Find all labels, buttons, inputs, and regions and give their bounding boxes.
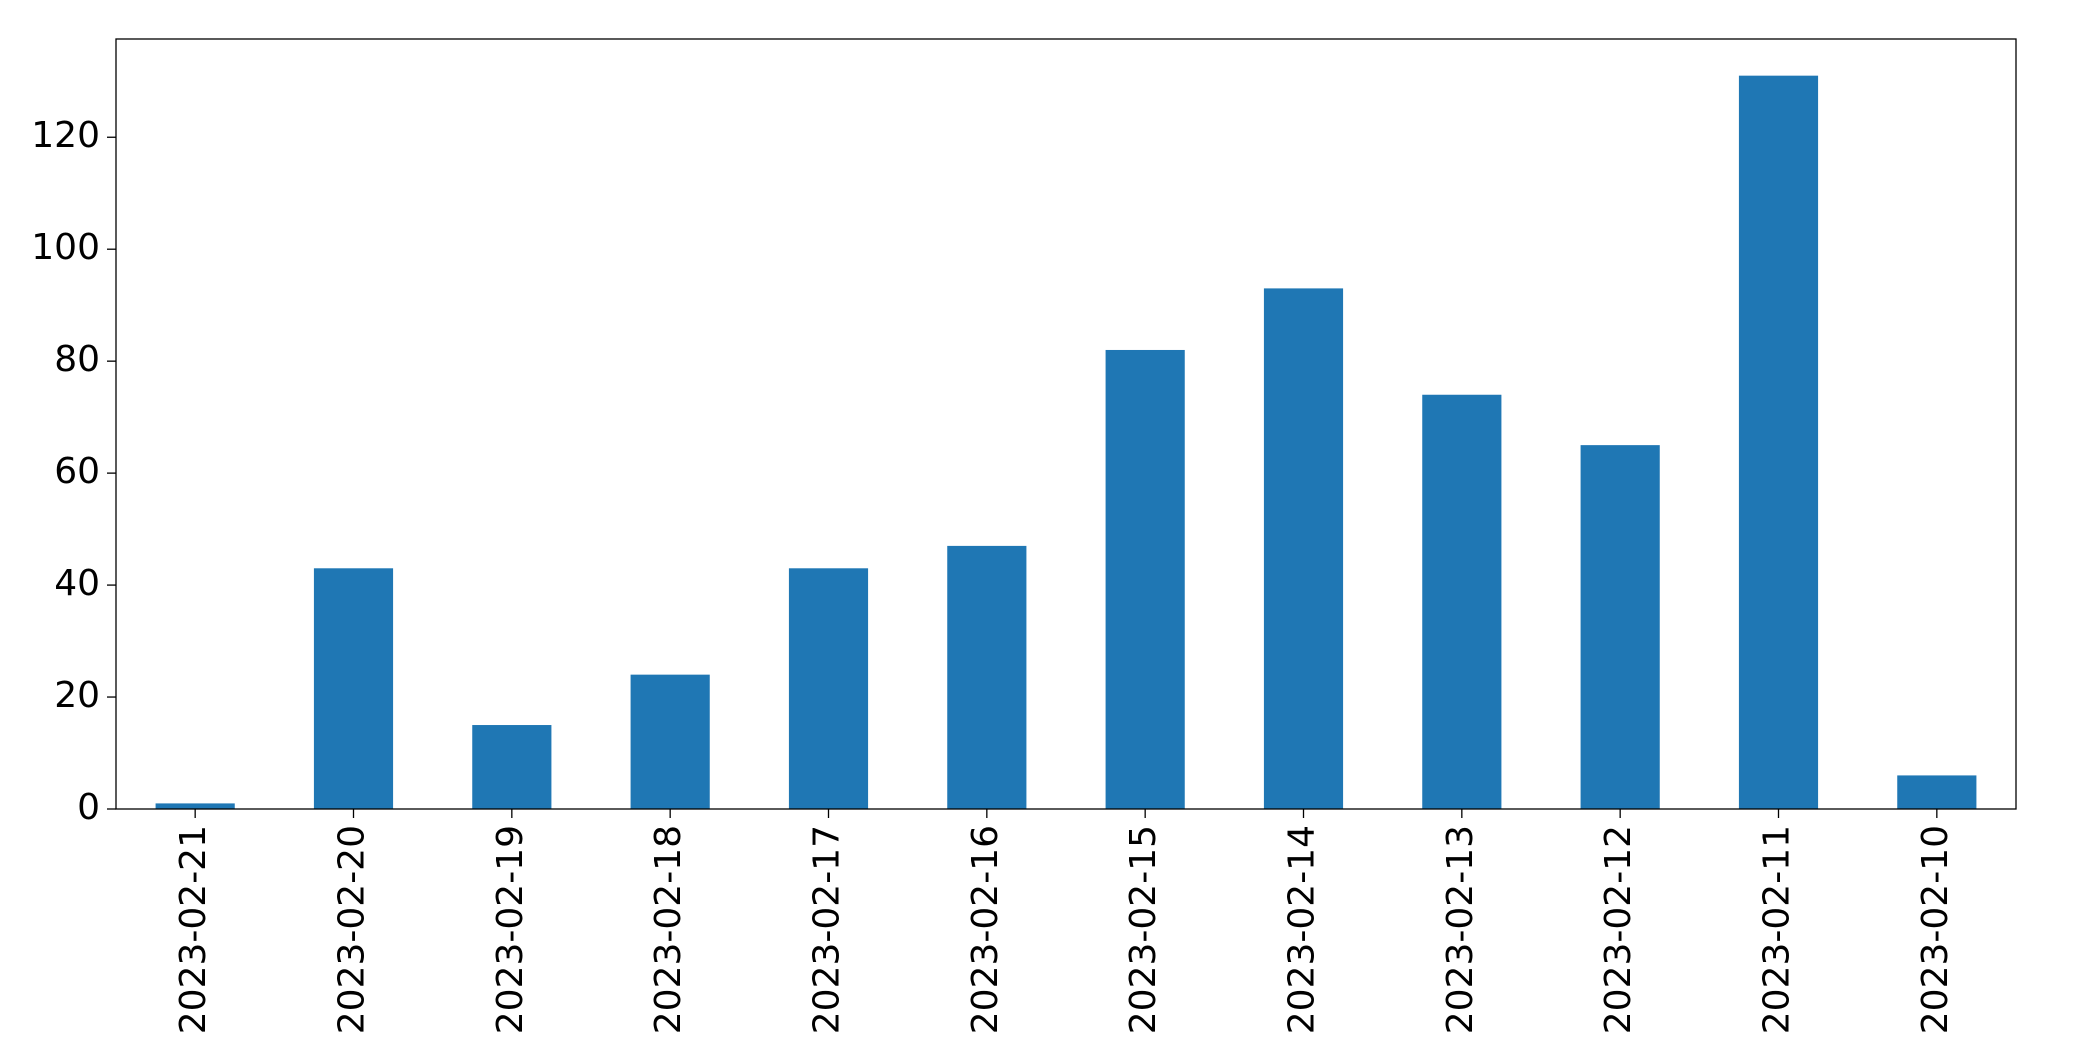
- plot-frame: [115, 38, 2017, 810]
- bar: [788, 568, 869, 809]
- bar: [472, 725, 552, 809]
- bar: [1897, 775, 1977, 809]
- bar: [155, 803, 235, 809]
- x-tick-label: 2023-02-12: [1598, 825, 1639, 1034]
- x-tick-label: 2023-02-11: [1757, 825, 1798, 1034]
- x-tick-label: 2023-02-18: [648, 825, 689, 1034]
- x-tick-label: 2023-02-16: [965, 825, 1006, 1034]
- y-tick-label: 80: [54, 339, 100, 380]
- x-tick-label: 2023-02-19: [490, 825, 531, 1034]
- bar: [947, 545, 1027, 809]
- bar: [1263, 288, 1344, 810]
- y-tick-label: 0: [77, 787, 100, 828]
- bar: [630, 674, 710, 809]
- x-tick-label: 2023-02-17: [807, 825, 848, 1034]
- bar: [313, 568, 394, 809]
- y-tick-label: 40: [54, 563, 100, 604]
- bar: [1422, 394, 1502, 809]
- y-tick-label: 20: [54, 675, 100, 716]
- x-tick-label: 2023-02-10: [1915, 825, 1956, 1034]
- y-tick-label: 120: [31, 115, 100, 156]
- x-tick-label: 2023-02-14: [1282, 825, 1323, 1034]
- x-tick-label: 2023-02-15: [1123, 825, 1164, 1034]
- x-tick-label: 2023-02-20: [332, 825, 373, 1034]
- x-tick-label: 2023-02-13: [1440, 825, 1481, 1034]
- y-tick-label: 100: [31, 227, 100, 268]
- bar: [1105, 349, 1185, 809]
- x-tick-label: 2023-02-21: [173, 825, 214, 1034]
- y-tick-label: 60: [54, 451, 100, 492]
- bar: [1580, 445, 1660, 809]
- bar: [1738, 75, 1819, 809]
